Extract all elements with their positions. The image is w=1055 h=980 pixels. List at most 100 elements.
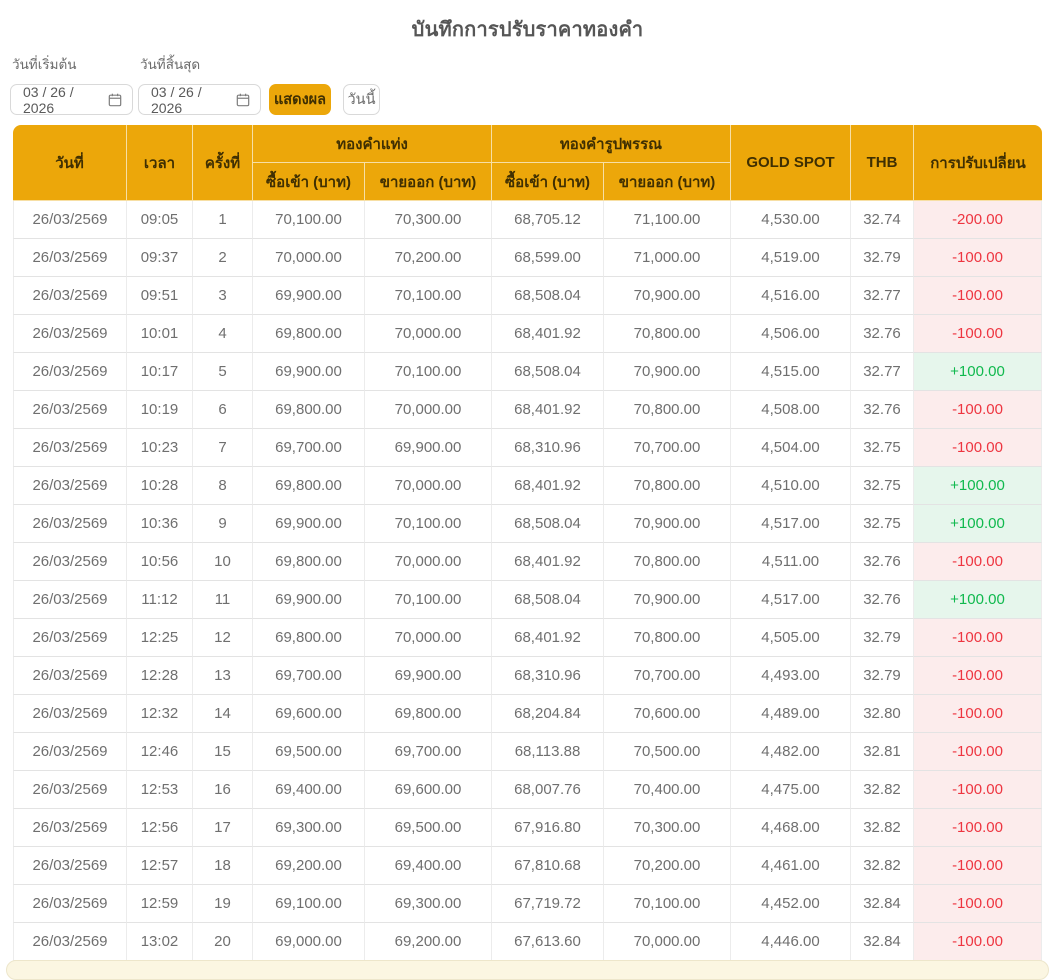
cell-bar-sell: 70,000.00 (365, 467, 492, 505)
cell-date: 26/03/2569 (13, 429, 127, 467)
end-date-value: 03 / 26 / 2026 (151, 84, 236, 116)
cell-time: 12:25 (127, 619, 193, 657)
cell-bar-buy: 69,500.00 (253, 733, 365, 771)
cell-jewelry-buy: 68,310.96 (492, 657, 604, 695)
cell-bar-buy: 69,600.00 (253, 695, 365, 733)
cell-bar-sell: 70,300.00 (365, 201, 492, 239)
cell-jewelry-buy: 68,401.92 (492, 467, 604, 505)
cell-date: 26/03/2569 (13, 847, 127, 885)
table-row: 26/03/256912:561769,300.0069,500.0067,91… (13, 809, 1042, 847)
cell-round: 7 (193, 429, 253, 467)
cell-change: -100.00 (914, 733, 1042, 771)
cell-jewelry-buy: 67,719.72 (492, 885, 604, 923)
cell-date: 26/03/2569 (13, 505, 127, 543)
cell-time: 10:56 (127, 543, 193, 581)
cell-gold-spot: 4,468.00 (731, 809, 851, 847)
table-row: 26/03/256913:022069,000.0069,200.0067,61… (13, 923, 1042, 961)
cell-bar-buy: 69,800.00 (253, 467, 365, 505)
cell-jewelry-sell: 70,900.00 (604, 277, 731, 315)
cell-thb: 32.84 (851, 923, 914, 961)
cell-bar-buy: 69,800.00 (253, 543, 365, 581)
cell-date: 26/03/2569 (13, 391, 127, 429)
footer-panel (6, 960, 1049, 980)
cell-bar-sell: 70,100.00 (365, 581, 492, 619)
show-results-button[interactable]: แสดงผล (269, 84, 331, 115)
gold-price-table: วันที่ เวลา ครั้งที่ ทองคำแท่ง ทองคำรูปพ… (13, 125, 1042, 961)
cell-gold-spot: 4,510.00 (731, 467, 851, 505)
cell-change: -100.00 (914, 809, 1042, 847)
cell-jewelry-sell: 70,900.00 (604, 581, 731, 619)
header-gold-bar-group: ทองคำแท่ง (253, 125, 492, 163)
cell-jewelry-buy: 68,007.76 (492, 771, 604, 809)
today-button[interactable]: วันนี้ (343, 84, 380, 115)
cell-thb: 32.75 (851, 467, 914, 505)
cell-time: 10:01 (127, 315, 193, 353)
end-date-input[interactable]: 03 / 26 / 2026 (138, 84, 261, 115)
table-row: 26/03/256910:28869,800.0070,000.0068,401… (13, 467, 1042, 505)
cell-gold-spot: 4,452.00 (731, 885, 851, 923)
cell-jewelry-sell: 70,200.00 (604, 847, 731, 885)
cell-date: 26/03/2569 (13, 581, 127, 619)
cell-jewelry-sell: 70,800.00 (604, 543, 731, 581)
cell-date: 26/03/2569 (13, 885, 127, 923)
cell-gold-spot: 4,517.00 (731, 505, 851, 543)
header-gold-spot: GOLD SPOT (731, 125, 851, 201)
cell-time: 12:46 (127, 733, 193, 771)
cell-bar-sell: 69,400.00 (365, 847, 492, 885)
cell-change: -100.00 (914, 619, 1042, 657)
cell-bar-buy: 69,400.00 (253, 771, 365, 809)
cell-thb: 32.77 (851, 353, 914, 391)
cell-round: 20 (193, 923, 253, 961)
cell-gold-spot: 4,516.00 (731, 277, 851, 315)
cell-time: 10:17 (127, 353, 193, 391)
cell-round: 2 (193, 239, 253, 277)
cell-change: +100.00 (914, 467, 1042, 505)
cell-gold-spot: 4,493.00 (731, 657, 851, 695)
cell-bar-buy: 69,000.00 (253, 923, 365, 961)
cell-gold-spot: 4,482.00 (731, 733, 851, 771)
cell-time: 09:05 (127, 201, 193, 239)
cell-date: 26/03/2569 (13, 201, 127, 239)
cell-thb: 32.75 (851, 429, 914, 467)
cell-bar-buy: 69,800.00 (253, 619, 365, 657)
cell-thb: 32.75 (851, 505, 914, 543)
cell-bar-buy: 69,900.00 (253, 353, 365, 391)
cell-gold-spot: 4,504.00 (731, 429, 851, 467)
cell-jewelry-sell: 71,100.00 (604, 201, 731, 239)
cell-thb: 32.76 (851, 391, 914, 429)
calendar-icon[interactable] (236, 93, 250, 107)
cell-change: -100.00 (914, 315, 1042, 353)
table-header: วันที่ เวลา ครั้งที่ ทองคำแท่ง ทองคำรูปพ… (13, 125, 1042, 201)
cell-jewelry-buy: 68,401.92 (492, 315, 604, 353)
cell-gold-spot: 4,475.00 (731, 771, 851, 809)
cell-change: -100.00 (914, 391, 1042, 429)
cell-jewelry-buy: 68,705.12 (492, 201, 604, 239)
cell-jewelry-buy: 68,310.96 (492, 429, 604, 467)
cell-round: 6 (193, 391, 253, 429)
cell-gold-spot: 4,519.00 (731, 239, 851, 277)
cell-date: 26/03/2569 (13, 695, 127, 733)
header-time: เวลา (127, 125, 193, 201)
cell-date: 26/03/2569 (13, 315, 127, 353)
table-row: 26/03/256911:121169,900.0070,100.0068,50… (13, 581, 1042, 619)
cell-jewelry-sell: 70,800.00 (604, 467, 731, 505)
cell-bar-sell: 69,200.00 (365, 923, 492, 961)
header-bar-sell: ขายออก (บาท) (365, 163, 492, 201)
cell-time: 11:12 (127, 581, 193, 619)
cell-bar-buy: 69,700.00 (253, 657, 365, 695)
table-row: 26/03/256912:251269,800.0070,000.0068,40… (13, 619, 1042, 657)
cell-change: -100.00 (914, 923, 1042, 961)
cell-change: -100.00 (914, 239, 1042, 277)
cell-jewelry-sell: 70,400.00 (604, 771, 731, 809)
gold-price-log-page: บันทึกการปรับราคาทองคำ วันที่เริ่มต้น 03… (0, 0, 1055, 961)
cell-jewelry-buy: 68,401.92 (492, 391, 604, 429)
cell-change: -100.00 (914, 771, 1042, 809)
start-date-input[interactable]: 03 / 26 / 2026 (10, 84, 133, 115)
cell-time: 12:32 (127, 695, 193, 733)
calendar-icon[interactable] (108, 93, 122, 107)
cell-time: 09:37 (127, 239, 193, 277)
cell-round: 13 (193, 657, 253, 695)
header-jewelry-buy: ซื้อเข้า (บาท) (492, 163, 604, 201)
cell-bar-buy: 69,900.00 (253, 505, 365, 543)
cell-round: 19 (193, 885, 253, 923)
